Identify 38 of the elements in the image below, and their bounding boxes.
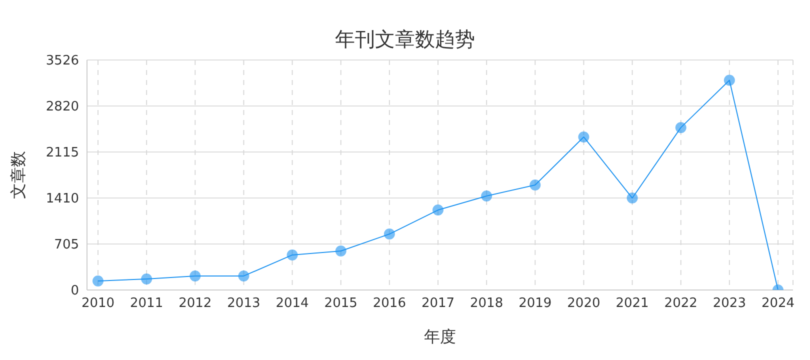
point [626, 192, 638, 204]
x-tick-label: 2018 [470, 296, 504, 312]
point [141, 273, 152, 284]
x-tick-label: 2012 [178, 296, 212, 312]
chart-title: 年刊文章数趋势 [334, 26, 476, 53]
x-tick-label: 2020 [567, 296, 600, 312]
y-tick-label: 705 [54, 238, 79, 253]
point [238, 270, 250, 282]
point [481, 190, 492, 202]
x-tick-label: 2010 [81, 296, 115, 312]
point [675, 122, 686, 134]
y-tick-label: 1410 [46, 192, 79, 207]
y-tick-label: 0 [70, 284, 79, 299]
x-tick-label: 2023 [712, 296, 746, 312]
y-tick-label: 2115 [46, 146, 79, 161]
x-tick-label: 2015 [324, 296, 358, 312]
point [384, 228, 395, 240]
point [92, 276, 104, 286]
x-tick-label: 2014 [276, 296, 309, 312]
x-tick-label: 2024 [761, 296, 795, 312]
x-tick-label: 2021 [616, 296, 649, 312]
x-tick-label: 2011 [130, 296, 164, 312]
y-tick-label: 2820 [46, 100, 79, 115]
y-axis-title: 文章数 [8, 151, 28, 199]
point [578, 131, 590, 142]
x-tick-label: 2013 [227, 296, 260, 312]
point [530, 179, 541, 190]
x-axis-title: 年度 [424, 327, 456, 346]
x-tick-label: 2022 [664, 296, 698, 312]
x-tick-label: 2016 [372, 296, 406, 312]
y-tick-label: 3526 [46, 54, 79, 69]
point [335, 245, 346, 256]
point [432, 204, 444, 216]
point [286, 249, 298, 260]
x-tick-label: 2017 [421, 296, 455, 312]
point [724, 74, 735, 86]
point [190, 270, 201, 282]
x-tick-label: 2019 [518, 296, 552, 312]
